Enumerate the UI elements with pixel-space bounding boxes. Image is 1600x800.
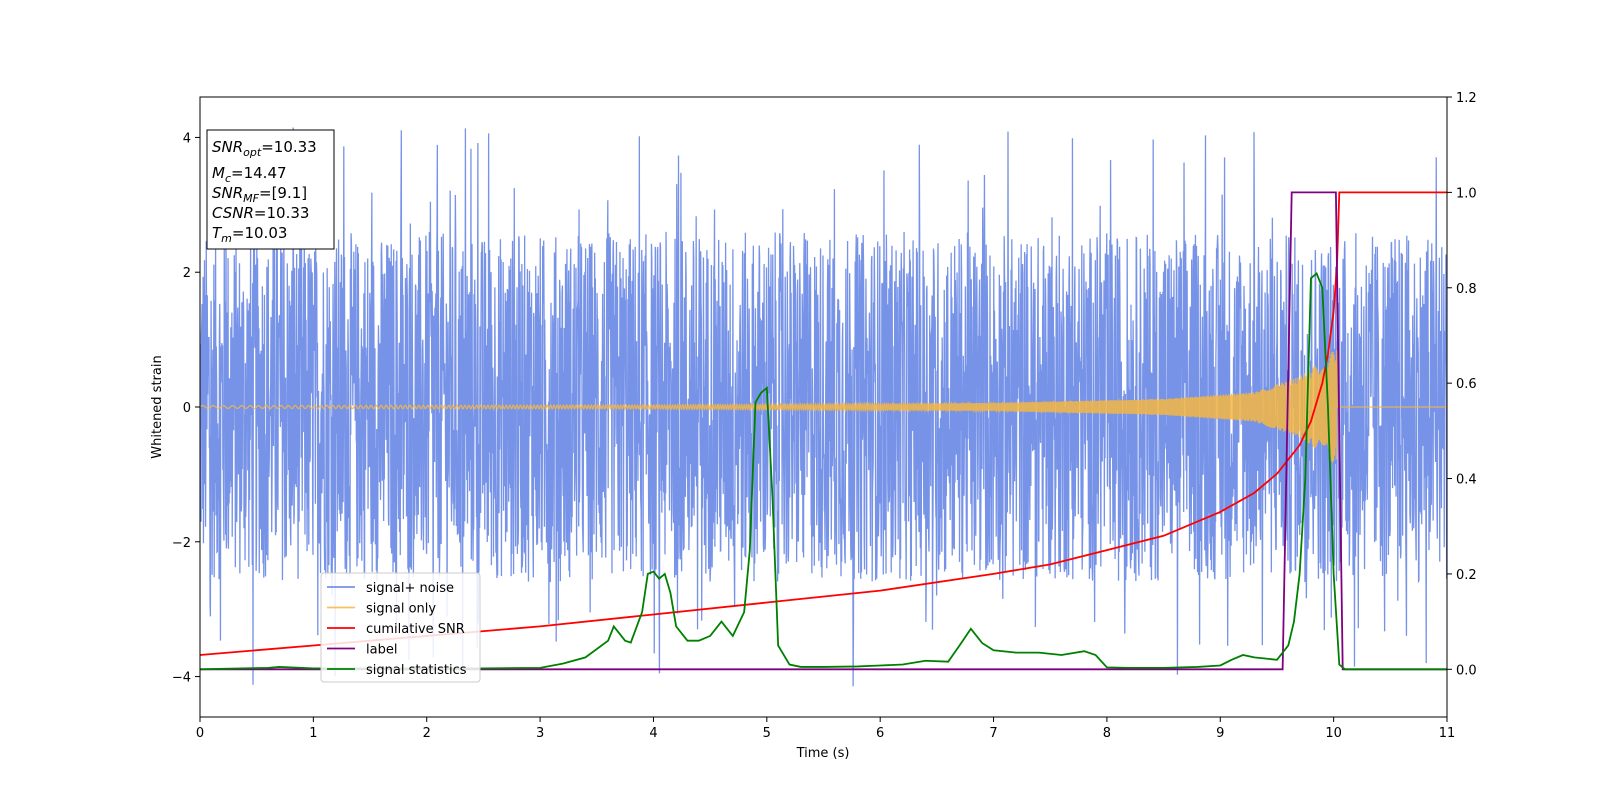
legend-label: signal only bbox=[366, 602, 436, 617]
y-left-tick-label: 4 bbox=[183, 131, 191, 146]
x-tick-label: 2 bbox=[423, 726, 431, 741]
legend-frame bbox=[320, 572, 481, 683]
y-right-tick-label: 0.6 bbox=[1456, 377, 1477, 392]
info-snr-opt-base: SNR bbox=[212, 138, 243, 156]
y-axis-right: 0.0 0.2 0.4 0.6 0.8 1.0 1.2 bbox=[1447, 91, 1477, 678]
x-tick-label: 4 bbox=[649, 726, 657, 741]
info-snr-opt: SNRopt=10.33 bbox=[212, 138, 317, 159]
x-axis: 0 1 2 3 4 5 6 7 8 9 10 11 bbox=[196, 717, 1455, 741]
x-tick-label: 3 bbox=[536, 726, 544, 741]
info-mc: Mc=14.47 bbox=[212, 164, 287, 185]
info-snr-mf-value: =[9.1] bbox=[259, 184, 307, 202]
y-right-tick-label: 0.2 bbox=[1456, 568, 1477, 583]
y-left-tick-label: −4 bbox=[172, 671, 191, 686]
x-axis-label: Time (s) bbox=[796, 746, 850, 761]
x-tick-label: 7 bbox=[989, 726, 997, 741]
y-right-tick-label: 0.4 bbox=[1456, 473, 1477, 488]
info-csnr-base: CSNR bbox=[212, 204, 254, 222]
info-csnr-value: =10.33 bbox=[254, 204, 310, 222]
legend-label: cumilative SNR bbox=[366, 622, 465, 637]
series-signal-statistics bbox=[200, 271, 1447, 671]
x-tick-label: 0 bbox=[196, 726, 204, 741]
legend-label: signal statistics bbox=[366, 663, 467, 678]
info-snr-mf-base: SNR bbox=[212, 184, 243, 202]
info-box-frame bbox=[206, 129, 335, 250]
y-axis-label: Whitened strain bbox=[150, 355, 165, 458]
x-tick-label: 9 bbox=[1216, 726, 1224, 741]
x-tick-label: 6 bbox=[876, 726, 884, 741]
info-mc-value: =14.47 bbox=[231, 164, 287, 182]
info-snr-opt-value: =10.33 bbox=[261, 138, 317, 156]
y-left-tick-label: 0 bbox=[183, 401, 191, 416]
info-tm-value: =10.03 bbox=[232, 224, 288, 242]
legend: signal+ noise signal only cumilative SNR la… bbox=[320, 572, 481, 683]
legend-label: label bbox=[366, 643, 397, 658]
info-csnr: CSNR=10.33 bbox=[212, 204, 309, 222]
y-right-tick-label: 1.0 bbox=[1456, 186, 1477, 201]
y-axis-left: −4 −2 0 2 4 bbox=[172, 131, 200, 686]
y-left-tick-label: 2 bbox=[183, 266, 191, 281]
info-snr-mf-sub: MF bbox=[243, 192, 259, 205]
y-right-tick-label: 0.8 bbox=[1456, 282, 1477, 297]
y-left-tick-label: −2 bbox=[172, 536, 191, 551]
x-tick-label: 1 bbox=[309, 726, 317, 741]
info-snr-opt-sub: opt bbox=[243, 146, 262, 159]
info-mc-base: M bbox=[212, 164, 225, 182]
series-cumulative-snr bbox=[200, 191, 1447, 656]
info-mc-sub: c bbox=[225, 172, 231, 185]
info-tm: Tm=10.03 bbox=[212, 224, 287, 245]
info-snr-mf: SNRMF=[9.1] bbox=[212, 184, 307, 205]
x-tick-label: 10 bbox=[1325, 726, 1342, 741]
x-tick-label: 5 bbox=[763, 726, 771, 741]
info-box: SNRopt=10.33 Mc=14.47 SNRMF=[9.1] CSNR=1… bbox=[206, 129, 335, 250]
info-tm-base: T bbox=[212, 224, 223, 242]
y-right-tick-label: 0.0 bbox=[1456, 663, 1477, 678]
series-signal-noise bbox=[200, 127, 1447, 687]
info-tm-sub: m bbox=[221, 232, 232, 245]
series-layer bbox=[200, 127, 1447, 687]
x-tick-label: 8 bbox=[1103, 726, 1111, 741]
x-tick-label: 11 bbox=[1439, 726, 1456, 741]
legend-label: signal+ noise bbox=[366, 581, 454, 596]
series-signal-only bbox=[200, 350, 1447, 463]
y-right-tick-label: 1.2 bbox=[1456, 91, 1477, 106]
